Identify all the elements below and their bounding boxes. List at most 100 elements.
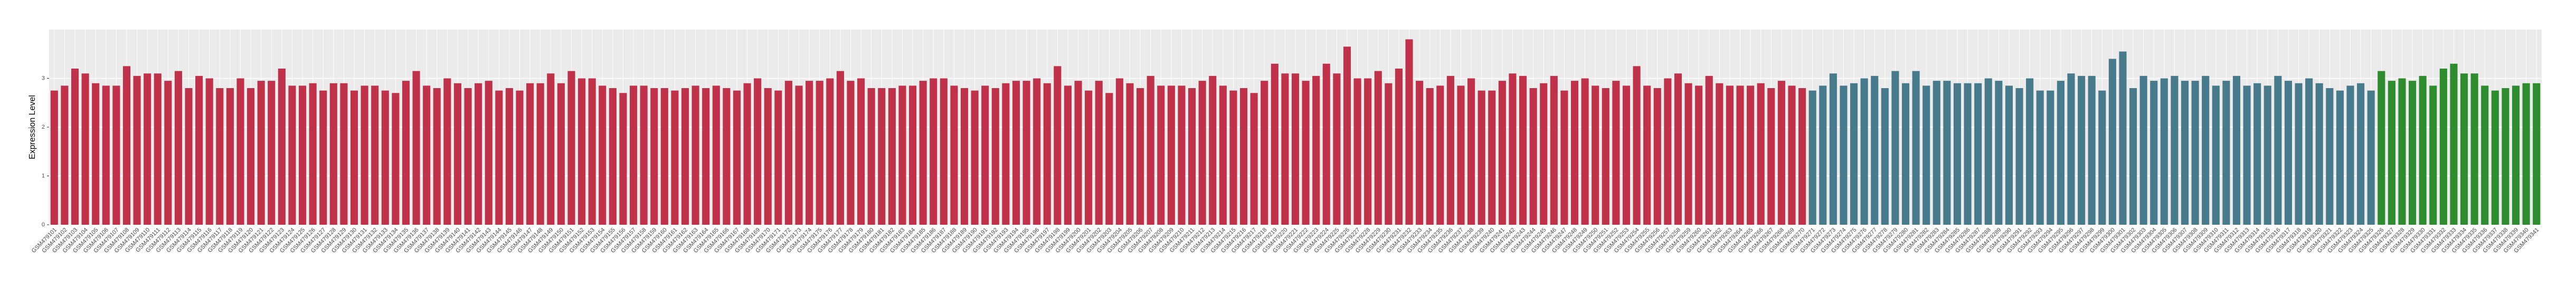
bar <box>319 90 327 225</box>
y-tick-label: 1 <box>42 173 45 179</box>
bar <box>950 85 958 225</box>
bar <box>1777 81 1785 225</box>
bar <box>2222 81 2230 225</box>
bar <box>2067 73 2075 225</box>
bar <box>1219 85 1227 225</box>
bar <box>1126 83 1134 225</box>
y-tick-label: 3 <box>42 75 45 81</box>
bar <box>1343 46 1351 225</box>
bar <box>309 83 317 225</box>
bar <box>1188 88 1196 225</box>
bar <box>1881 88 1889 225</box>
bar <box>1033 78 1041 225</box>
bar <box>1291 73 1300 225</box>
bar <box>2078 75 2086 225</box>
bar <box>1436 85 1444 225</box>
bar <box>1405 39 1413 225</box>
bar <box>1385 83 1393 225</box>
bar <box>1198 81 1206 225</box>
bar <box>1581 78 1589 225</box>
bar <box>2502 88 2509 225</box>
bar <box>1322 63 1330 225</box>
bar <box>1239 88 1248 225</box>
bar <box>1498 81 1506 225</box>
bar <box>1333 73 1341 225</box>
bar <box>784 81 792 225</box>
bar <box>174 71 182 225</box>
bar <box>2191 81 2199 225</box>
bar <box>1043 83 1051 225</box>
bar <box>236 78 244 225</box>
bar <box>371 85 379 225</box>
bar <box>2047 90 2054 225</box>
bar <box>1974 83 1982 225</box>
bar <box>629 85 638 225</box>
bar <box>2026 78 2034 225</box>
bar <box>2450 63 2458 225</box>
bar <box>2015 88 2023 225</box>
bar <box>485 81 493 225</box>
bar <box>1115 78 1123 225</box>
bar <box>268 81 276 225</box>
bar <box>971 90 979 225</box>
bar <box>1488 90 1496 225</box>
bar <box>1798 88 1806 225</box>
bar <box>412 71 420 225</box>
bar <box>1684 83 1692 225</box>
bar <box>1622 85 1631 225</box>
bar <box>826 78 834 225</box>
bar <box>1074 81 1082 225</box>
bar <box>1840 85 1848 225</box>
bar <box>754 78 762 225</box>
bar <box>1860 78 1868 225</box>
bar <box>1467 78 1475 225</box>
bar <box>1167 85 1175 225</box>
bar <box>495 90 503 225</box>
bar <box>2150 81 2158 225</box>
bar <box>516 90 524 225</box>
bar <box>1964 83 1972 225</box>
bar <box>1157 85 1165 225</box>
bar <box>1209 75 1217 225</box>
bar <box>2326 88 2334 225</box>
bar <box>1054 66 1062 225</box>
bar <box>423 85 431 225</box>
bar <box>557 83 565 225</box>
bar <box>1395 69 1403 225</box>
bar <box>1819 85 1827 225</box>
bar <box>1550 75 1558 225</box>
bar <box>526 83 534 225</box>
bar <box>2005 85 2013 225</box>
bar <box>1064 85 1072 225</box>
bar <box>505 88 513 225</box>
bar <box>257 81 265 225</box>
bar <box>2398 78 2406 225</box>
bar <box>599 85 607 225</box>
bar <box>2470 73 2478 225</box>
bar <box>2429 85 2437 225</box>
bar <box>1726 85 1734 225</box>
bar <box>361 85 368 225</box>
bar <box>226 88 234 225</box>
bar <box>764 88 772 225</box>
bar <box>102 85 110 225</box>
bar <box>1922 85 1930 225</box>
bar <box>1281 73 1289 225</box>
bar <box>340 83 348 225</box>
bar <box>981 85 989 225</box>
bar <box>216 88 224 225</box>
bar <box>1871 75 1879 225</box>
bar <box>2378 71 2385 225</box>
bar <box>567 71 575 225</box>
bar <box>2336 90 2344 225</box>
bar <box>888 88 896 225</box>
bar <box>1374 71 1382 225</box>
bar <box>2171 75 2179 225</box>
bar <box>1716 83 1723 225</box>
bar <box>609 88 617 225</box>
bar <box>195 75 203 225</box>
bar <box>1012 81 1020 225</box>
bar <box>1137 88 1144 225</box>
bar <box>1457 85 1465 225</box>
bar <box>205 78 213 225</box>
